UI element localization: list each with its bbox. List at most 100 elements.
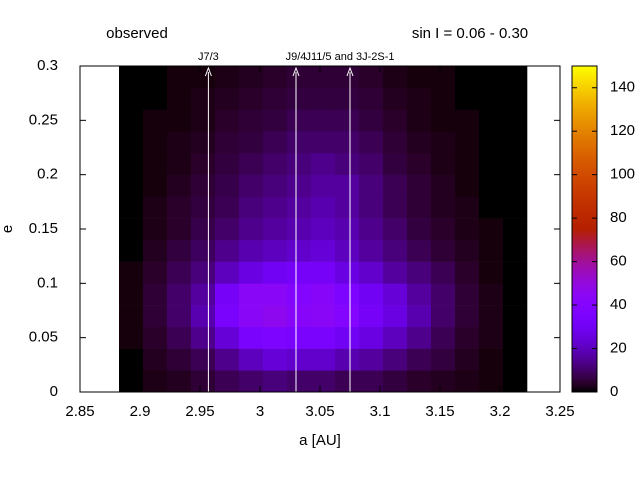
heat-cell [287, 131, 312, 154]
heat-cell [215, 283, 240, 306]
heat-cell [455, 109, 480, 132]
heat-cell [239, 66, 264, 89]
heat-cell [167, 66, 192, 89]
heat-cell [479, 131, 504, 154]
heat-cell [359, 305, 384, 328]
heat-cell [167, 196, 192, 219]
heat-cell [167, 370, 192, 393]
heat-cell [479, 261, 504, 284]
heat-cell [383, 131, 408, 154]
heat-cell [287, 196, 312, 219]
heat-cell [239, 87, 264, 110]
heat-cell [455, 218, 480, 241]
heat-cell [383, 66, 408, 89]
heat-cell [215, 348, 240, 371]
heat-cell [143, 348, 168, 371]
heat-cell [311, 196, 336, 219]
heat-cell [455, 305, 480, 328]
heat-cell [311, 152, 336, 175]
heat-cell [407, 66, 432, 89]
heat-cell [143, 326, 168, 349]
heat-cell [383, 218, 408, 241]
y-axis-label: e [0, 225, 16, 233]
heat-cell [383, 196, 408, 219]
heat-cell [191, 152, 216, 175]
heat-cell [431, 370, 456, 393]
heat-cell [167, 152, 192, 175]
heat-cell [455, 152, 480, 175]
heat-cell [455, 261, 480, 284]
heat-cell [503, 131, 528, 154]
heat-cell [455, 326, 480, 349]
heat-cell [263, 261, 288, 284]
heat-cell [215, 131, 240, 154]
heat-cell [143, 87, 168, 110]
heat-cell [167, 348, 192, 371]
heat-cell [383, 283, 408, 306]
heat-cell [119, 131, 144, 154]
heat-cell [143, 109, 168, 132]
heat-cell [407, 305, 432, 328]
heat-cell [263, 66, 288, 89]
heat-cell [287, 109, 312, 132]
heat-cell [191, 283, 216, 306]
heat-cell [335, 261, 360, 284]
heat-cell [383, 261, 408, 284]
heat-cell [503, 174, 528, 197]
heat-cell [455, 87, 480, 110]
heat-cell [191, 174, 216, 197]
heat-cell [143, 239, 168, 262]
heat-cell [287, 348, 312, 371]
heat-cell [287, 261, 312, 284]
heat-cell [383, 370, 408, 393]
heat-cell [191, 131, 216, 154]
heat-cell [383, 326, 408, 349]
heat-cell [335, 348, 360, 371]
heat-cell [239, 305, 264, 328]
heat-cell [239, 348, 264, 371]
resonance-arrow [346, 66, 354, 77]
heat-cell [455, 66, 480, 89]
heat-cell [311, 370, 336, 393]
heat-cell [503, 152, 528, 175]
heat-cell [167, 109, 192, 132]
heat-cell [287, 326, 312, 349]
heat-cell [407, 131, 432, 154]
heat-cell [287, 305, 312, 328]
heat-cell [335, 174, 360, 197]
heat-cell [239, 174, 264, 197]
heat-cell [143, 305, 168, 328]
heat-cell [503, 305, 528, 328]
heat-cell [479, 109, 504, 132]
heat-cell [431, 66, 456, 89]
heat-cell [383, 348, 408, 371]
y-tick-label: 0.1 [37, 274, 58, 291]
heat-cell [431, 87, 456, 110]
x-tick-label: 3.2 [490, 403, 511, 420]
heat-cell [479, 66, 504, 89]
heat-cell [239, 283, 264, 306]
x-tick-label: 2.9 [130, 403, 151, 420]
heat-cell [191, 218, 216, 241]
heat-cell [359, 370, 384, 393]
heat-cell [407, 370, 432, 393]
heat-cell [479, 305, 504, 328]
heat-cell [455, 348, 480, 371]
heat-cell [479, 326, 504, 349]
heat-cell [503, 370, 528, 393]
heat-cell [263, 109, 288, 132]
heat-cell [335, 87, 360, 110]
y-tick-label: 0.15 [29, 220, 58, 237]
heat-cell [479, 218, 504, 241]
colorbar [571, 65, 598, 393]
heat-cell [479, 370, 504, 393]
heat-cell [455, 370, 480, 393]
heat-cell [215, 196, 240, 219]
heat-cell [191, 261, 216, 284]
x-tick-label: 3.05 [305, 403, 334, 420]
x-tick-label: 3 [256, 403, 264, 420]
heat-cell [119, 87, 144, 110]
heat-cell [503, 326, 528, 349]
heat-cell [191, 370, 216, 393]
heat-cell [359, 239, 384, 262]
